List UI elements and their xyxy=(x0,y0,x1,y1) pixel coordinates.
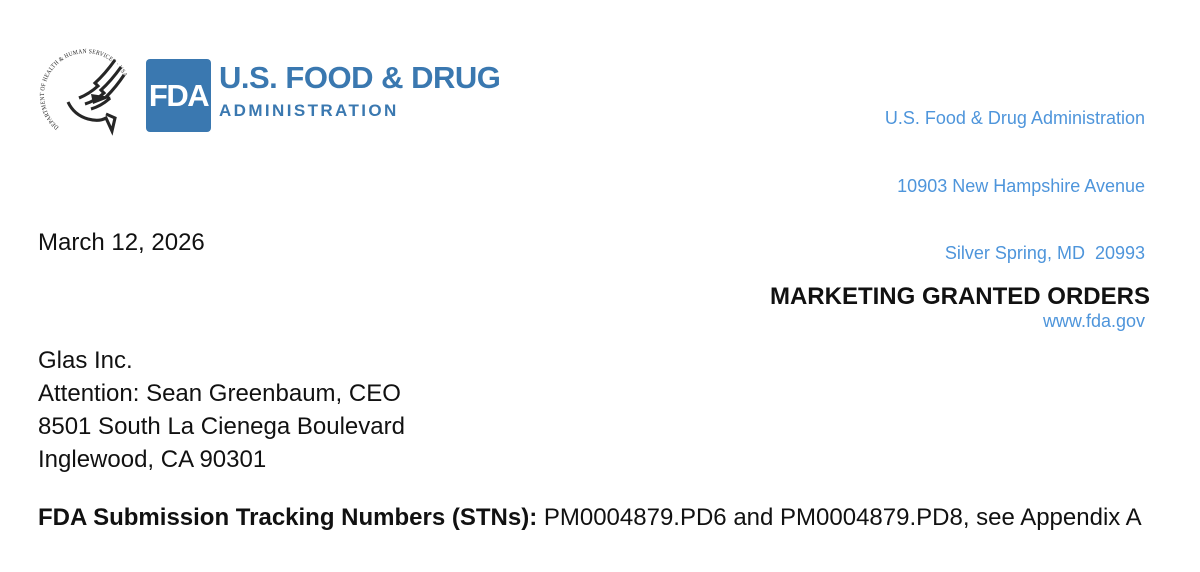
fda-wordmark-line1: U.S. FOOD & DRUG xyxy=(219,60,501,95)
recipient-address-block: Glas Inc. Attention: Sean Greenbaum, CEO… xyxy=(38,344,405,476)
letter-date: March 12, 2026 xyxy=(38,229,205,256)
fda-wordmark-line2: ADMINISTRATION xyxy=(219,101,399,120)
hhs-logo: DEPARTMENT OF HEALTH & HUMAN SERVICES · … xyxy=(39,48,128,136)
subject-line: MARKETING GRANTED ORDERS xyxy=(769,283,1150,310)
recipient-line-street: 8501 South La Cienega Boulevard xyxy=(38,413,405,440)
recipient-line-attention: Attention: Sean Greenbaum, CEO xyxy=(38,380,401,407)
fda-address-line-4: www.fda.gov xyxy=(1042,310,1145,331)
fda-address-line-2: 10903 New Hampshire Avenue xyxy=(897,175,1145,196)
stn-value: PM0004879.PD6 and PM0004879.PD8, see App… xyxy=(543,504,1142,531)
fda-address-line-1: U.S. Food & Drug Administration xyxy=(884,108,1145,128)
stn-line: FDA Submission Tracking Numbers (STNs): … xyxy=(38,503,1142,533)
hhs-eagle-beak-icon xyxy=(91,94,111,104)
fda-address-line-3: Silver Spring, MD 20993 xyxy=(944,243,1145,263)
stn-label: FDA Submission Tracking Numbers (STNs): xyxy=(38,504,538,531)
fda-logo-monogram: FDA xyxy=(148,77,210,113)
recipient-line-city: Inglewood, CA 90301 xyxy=(38,446,267,473)
recipient-line-company: Glas Inc. xyxy=(38,347,133,374)
fda-logo: FDA xyxy=(146,59,211,132)
fda-wordmark: U.S. FOOD & DRUG ADMINISTRATION xyxy=(219,60,501,121)
fda-address-block: U.S. Food & Drug Administration 10903 Ne… xyxy=(885,62,1145,377)
